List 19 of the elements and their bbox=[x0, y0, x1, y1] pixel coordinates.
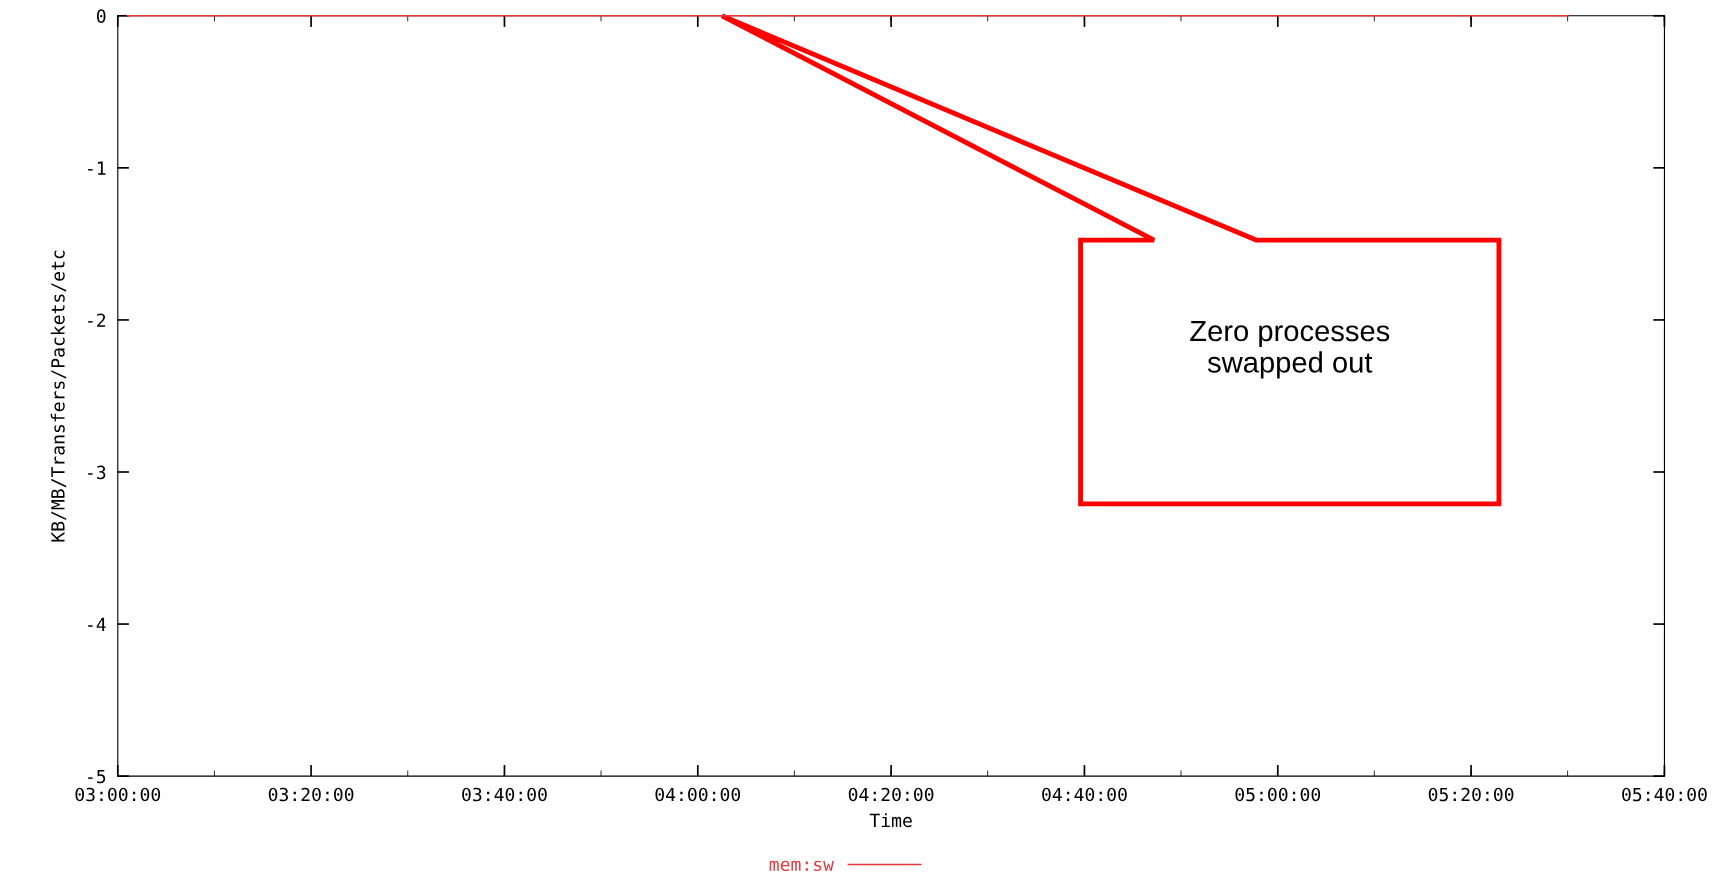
y-tick-label: -3 bbox=[88, 465, 106, 480]
annotation: Zero processes swapped out bbox=[1190, 320, 1390, 379]
x-tick-label: 03:00:00 bbox=[75, 787, 161, 802]
y-axis-title: KB/MB/Transfers/Packets/etc bbox=[50, 250, 67, 542]
x-axis-title: Time bbox=[869, 813, 912, 828]
x-tick-label: 05:00:00 bbox=[1235, 787, 1321, 802]
x-tick-label: 03:40:00 bbox=[462, 787, 547, 802]
legend-label: mem:sw bbox=[769, 860, 834, 872]
x-tick-label: 04:20:00 bbox=[848, 787, 934, 802]
x-tick-label: 04:00:00 bbox=[655, 787, 741, 802]
x-tick-label: 05:20:00 bbox=[1428, 787, 1514, 802]
y-tick-label: -1 bbox=[88, 161, 106, 175]
x-tick-label: 03:20:00 bbox=[268, 787, 354, 802]
y-tick-label: -4 bbox=[88, 617, 106, 631]
y-tick-label: -2 bbox=[88, 313, 106, 327]
x-tick-label: 05:40:00 bbox=[1622, 787, 1707, 802]
y-tick-label: 0 bbox=[96, 9, 106, 23]
x-tick-label: 04:40:00 bbox=[1042, 787, 1127, 802]
y-tick-label: -5 bbox=[88, 769, 106, 784]
